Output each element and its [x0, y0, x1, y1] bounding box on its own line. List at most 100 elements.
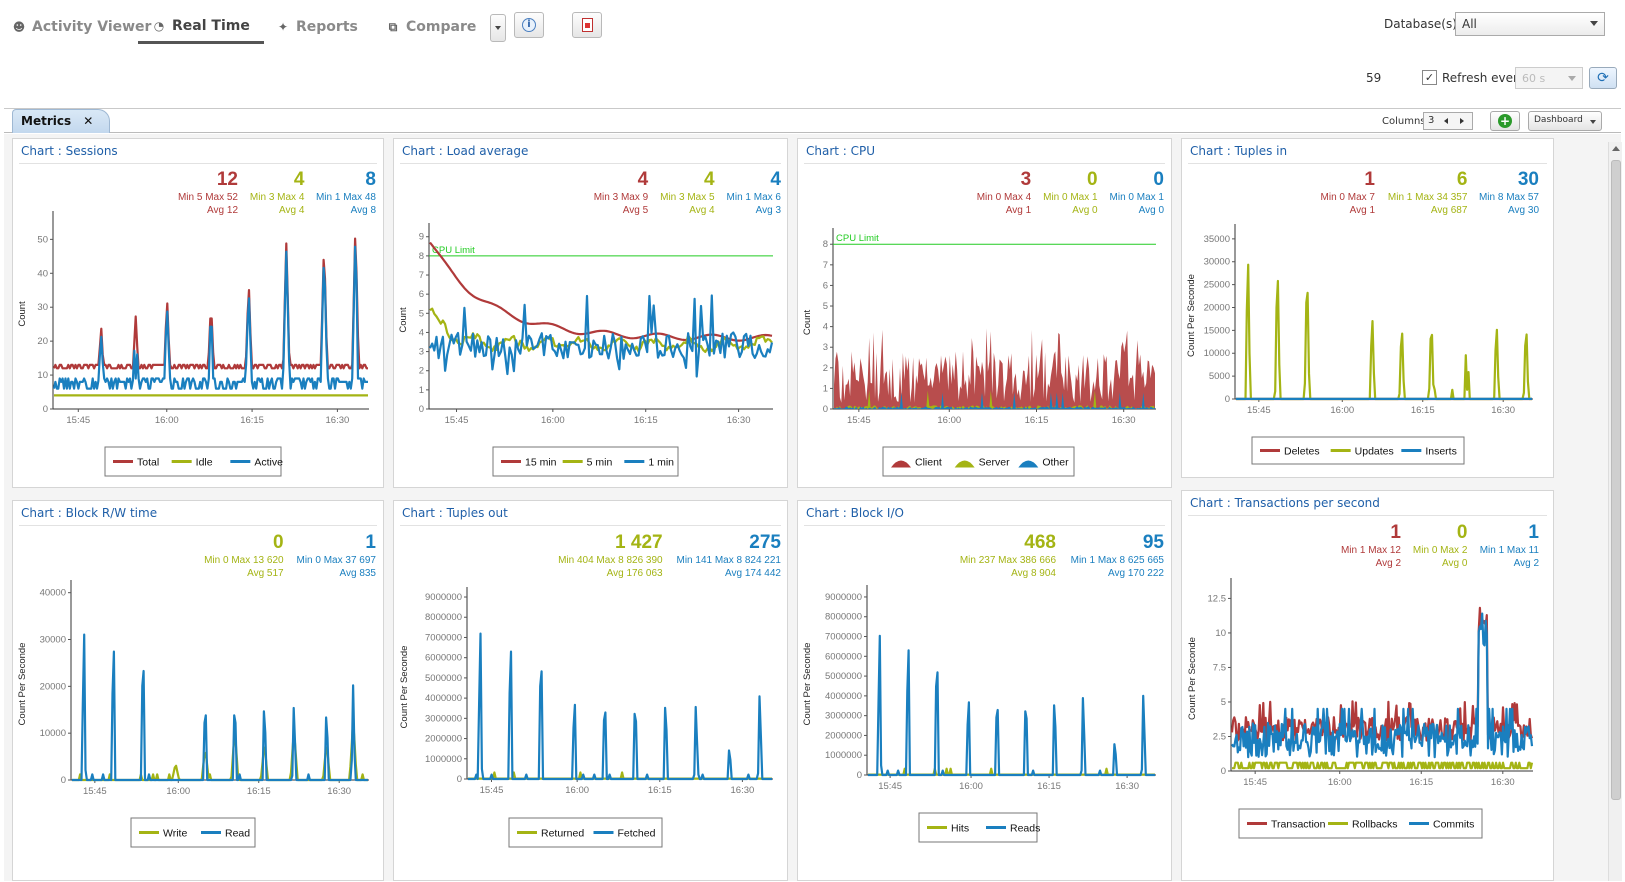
- refresh-interval-select[interactable]: 60 s: [1515, 67, 1583, 89]
- chart-tps: 1 Min 1 Max 11 Avg 2 0 Min 0 Max 2 Avg 0 1 Min …: [1187, 522, 1540, 839]
- legend-label[interactable]: Rollbacks: [1352, 819, 1398, 831]
- x-tick-label: 16:15: [1409, 777, 1433, 788]
- legend-label[interactable]: Returned: [541, 828, 584, 840]
- legend-label[interactable]: Reads: [1010, 823, 1040, 835]
- legend: Deletes Updates Inserts: [1251, 436, 1465, 465]
- legend-label[interactable]: Write: [163, 828, 187, 840]
- dashboard-menu-button[interactable]: Dashboard: [1528, 111, 1602, 131]
- stat-avg: Avg 2: [1514, 558, 1540, 569]
- y-tick-label: 10000: [40, 728, 66, 739]
- legend-label[interactable]: Inserts: [1425, 446, 1457, 458]
- cpu-limit-label: CPU Limit: [836, 233, 879, 244]
- arrow-right-icon[interactable]: [1460, 118, 1464, 124]
- refresh-button[interactable]: ⟳: [1589, 67, 1617, 89]
- y-tick-label: 0: [1225, 394, 1230, 405]
- stat-min-max: Min 1 Max 12: [1341, 545, 1401, 556]
- x-tick-label: 16:00: [1328, 777, 1352, 788]
- y-tick-label: 5: [823, 301, 828, 312]
- legend-label[interactable]: Hits: [951, 823, 969, 835]
- stat-avg: Avg 170 222: [1108, 568, 1164, 579]
- y-axis-label: Count Per Seconde: [1186, 274, 1197, 357]
- legend-label[interactable]: Deletes: [1284, 446, 1320, 458]
- database-label: Database(s): [1384, 17, 1457, 31]
- metrics-tabstrip: Metrics ✕ Columns 3 + Dashboard: [4, 108, 1621, 133]
- columns-stepper[interactable]: 3: [1423, 112, 1473, 130]
- database-select[interactable]: All: [1455, 12, 1605, 36]
- legend-label[interactable]: Idle: [196, 457, 213, 469]
- series-line-active: [52, 245, 368, 390]
- y-tick-label: 9: [419, 232, 424, 243]
- tab-real-time[interactable]: ◔ Real Time: [138, 10, 264, 44]
- legend-label[interactable]: Commits: [1433, 819, 1474, 831]
- wrench-icon: ✦: [277, 20, 289, 34]
- stat-current-value: 0: [1457, 522, 1468, 543]
- tab-compare[interactable]: ⧉ Compare: [386, 10, 477, 44]
- stat-avg: Avg 8: [351, 205, 377, 216]
- legend-label[interactable]: 15 min: [525, 457, 557, 469]
- legend: Returned Fetched: [508, 817, 663, 848]
- series-line-updates: [1236, 263, 1532, 401]
- series-line-read: [72, 633, 368, 782]
- y-tick-label: 4: [419, 327, 424, 338]
- series-line-hits: [868, 767, 1155, 776]
- y-tick-label: 3000000: [825, 711, 862, 722]
- y-tick-label: 35000: [1204, 234, 1230, 245]
- legend-label[interactable]: Transaction: [1271, 819, 1326, 831]
- y-tick-label: 5000000: [825, 671, 862, 682]
- legend-label[interactable]: Active: [254, 457, 283, 469]
- stat-avg: Avg 3: [756, 205, 782, 216]
- speedometer-icon: ◔: [153, 18, 165, 33]
- add-chart-button[interactable]: +: [1490, 111, 1520, 131]
- tab-activity-viewer[interactable]: ☻ Activity Viewer: [12, 10, 152, 44]
- stat-min-max: Min 0 Max 7: [1321, 192, 1376, 203]
- legend-label[interactable]: 1 min: [648, 457, 674, 469]
- legend-label[interactable]: 5 min: [587, 457, 613, 469]
- x-tick-label: 15:45: [445, 415, 469, 426]
- stat-avg: Avg 5: [623, 205, 649, 216]
- export-pdf-button[interactable]: [572, 12, 602, 38]
- legend-label[interactable]: Fetched: [618, 828, 656, 840]
- y-tick-label: 5000000: [425, 673, 462, 684]
- chart-panel-tuples-in: Chart : Tuples in 30 Min 8 Max 57 Avg 30 6 Mi…: [1181, 138, 1554, 478]
- vertical-scrollbar[interactable]: [1608, 142, 1622, 881]
- arrow-left-icon[interactable]: [1444, 118, 1448, 124]
- y-tick-label: 5: [419, 308, 424, 319]
- tab-reports[interactable]: ✦ Reports: [276, 10, 358, 44]
- top-toolbar: ☻ Activity Viewer ◔ Real Time ✦ Reports …: [0, 0, 1625, 89]
- x-tick-label: 16:30: [1112, 415, 1136, 426]
- legend-label[interactable]: Client: [915, 457, 942, 469]
- close-icon[interactable]: ✕: [83, 114, 94, 128]
- legend-swatch: [954, 460, 975, 468]
- x-tick-label: 16:15: [634, 415, 658, 426]
- legend-label[interactable]: Updates: [1355, 446, 1394, 458]
- arrow-up-icon[interactable]: [1612, 146, 1620, 151]
- x-tick-label: 16:30: [327, 786, 351, 797]
- x-tick-label: 15:45: [847, 415, 871, 426]
- y-tick-label: 7.5: [1213, 662, 1226, 673]
- info-button[interactable]: i: [514, 12, 544, 38]
- legend-label[interactable]: Other: [1042, 457, 1069, 469]
- stat-avg: Avg 176 063: [607, 568, 663, 579]
- refresh-checkbox[interactable]: ✓: [1422, 70, 1437, 85]
- legend-label[interactable]: Read: [225, 828, 250, 840]
- stat-current-value: 3: [1021, 169, 1032, 190]
- legend-swatch: [891, 460, 911, 468]
- legend-label[interactable]: Server: [979, 457, 1010, 469]
- scrollbar-thumb[interactable]: [1611, 160, 1621, 800]
- y-tick-label: 20000: [1204, 302, 1230, 313]
- stat-min-max: Min 404 Max 8 826 390: [558, 555, 663, 566]
- title-divider: [400, 525, 781, 526]
- y-tick-label: 0: [857, 770, 862, 781]
- x-tick-label: 15:45: [66, 415, 90, 426]
- stat-avg: Avg 4: [689, 205, 715, 216]
- stat-current-value: 468: [1024, 532, 1056, 553]
- database-value: All: [1462, 17, 1477, 31]
- legend-label[interactable]: Total: [137, 457, 159, 469]
- stat-avg: Avg 174 442: [725, 568, 781, 579]
- y-tick-label: 10000: [1204, 348, 1230, 359]
- tab-metrics[interactable]: Metrics ✕: [12, 109, 110, 133]
- legend: Write Read: [130, 817, 256, 848]
- stat-current-value: 4: [704, 169, 715, 190]
- chevron-down-icon: [495, 26, 501, 30]
- dropdown-button[interactable]: [490, 14, 506, 42]
